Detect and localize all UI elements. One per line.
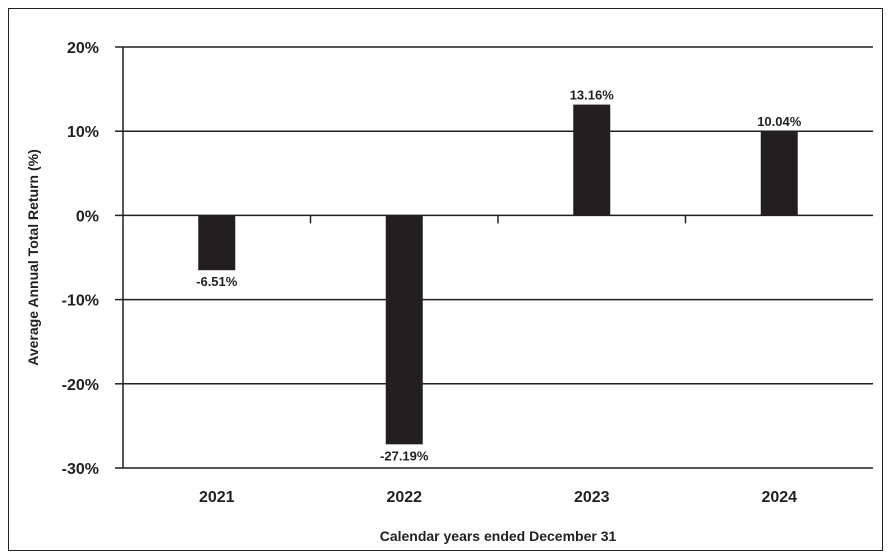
y-tick-label: -10% xyxy=(62,293,99,310)
bars xyxy=(198,104,798,445)
x-tick-label: 2022 xyxy=(386,489,422,506)
y-tick-label: 20% xyxy=(67,40,99,57)
y-axis-title: Average Annual Total Return (%) xyxy=(25,149,41,366)
bar-value-label: -6.51% xyxy=(196,274,238,289)
x-axis-ticks xyxy=(309,215,687,224)
chart-frame xyxy=(8,8,883,551)
y-tick-label: 10% xyxy=(67,124,99,141)
x-tick-label: 2023 xyxy=(574,489,610,506)
gridlines xyxy=(123,46,873,469)
y-tick-label: -20% xyxy=(62,377,99,394)
y-axis-tick-labels: 20% 10% 0% -10% -20% -30% xyxy=(62,40,99,478)
bar-value-labels: -6.51% -27.19% 13.16% 10.04% xyxy=(196,88,802,464)
y-tick-label: 0% xyxy=(76,208,99,225)
bar-value-label: 13.16% xyxy=(570,88,615,103)
x-tick-label: 2021 xyxy=(199,489,235,506)
y-axis-ticks xyxy=(115,46,123,469)
bar xyxy=(760,130,798,216)
x-axis-title: Calendar years ended December 31 xyxy=(380,528,617,544)
y-tick-label: -30% xyxy=(62,461,99,478)
bar xyxy=(385,215,423,445)
x-axis-tick-labels: 2021 2022 2023 2024 xyxy=(199,489,797,506)
x-tick-label: 2024 xyxy=(761,489,797,506)
bar-value-label: 10.04% xyxy=(757,114,802,129)
bar xyxy=(573,104,611,216)
bar xyxy=(198,215,236,271)
bar-value-label: -27.19% xyxy=(380,448,429,463)
